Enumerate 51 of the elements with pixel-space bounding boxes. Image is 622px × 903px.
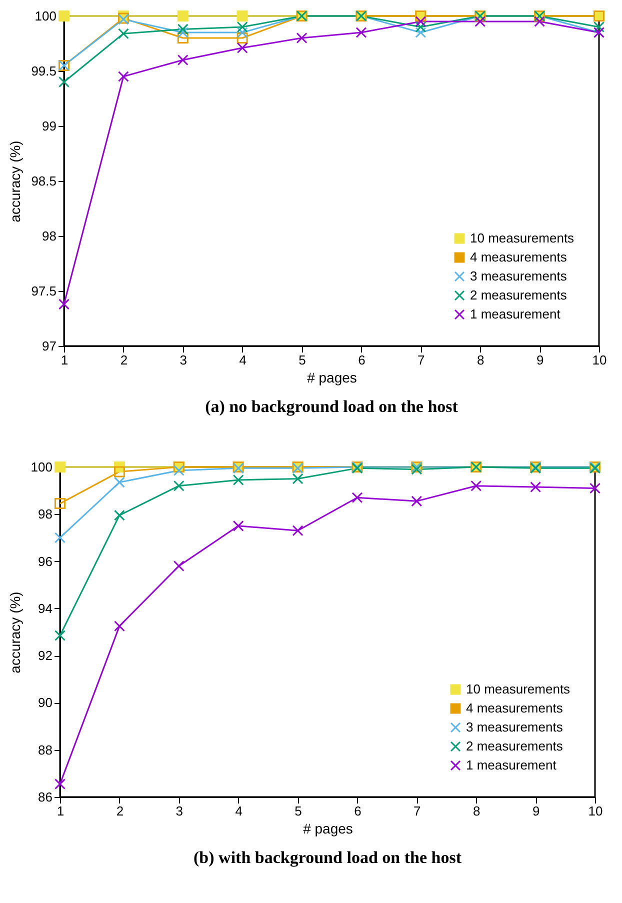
x-tick-label: 6: [358, 352, 366, 368]
y-tick-label: 98: [38, 506, 52, 522]
legend-label: 2 measurements: [466, 738, 564, 754]
legend-label: 3 measurements: [466, 720, 564, 734]
x-tick-label: 9: [536, 352, 544, 368]
y-tick-label: 100: [34, 8, 56, 24]
text: (b) with background load on the host: [194, 848, 462, 867]
x-tick-label: 2: [116, 804, 124, 818]
x-tick-label: 5: [298, 352, 306, 368]
x-axis-title: # pages: [303, 820, 353, 836]
y-tick-label: 86: [38, 790, 52, 804]
y-tick-label: 97: [42, 338, 56, 354]
y-tick-label: 90: [38, 695, 52, 710]
x-tick-label: 4: [239, 352, 246, 368]
x-tick-label: 7: [418, 352, 425, 368]
legend-label: 4 measurements: [466, 700, 564, 716]
x-tick-label: 1: [56, 804, 64, 818]
x-tick-label: 8: [476, 352, 484, 368]
legend-label: 10 measurements: [466, 682, 571, 696]
x-axis-title: # pages: [307, 370, 357, 386]
x-tick-label: 3: [176, 804, 184, 818]
x-tick-label: 10: [592, 352, 607, 368]
y-axis-title: accuracy (%): [7, 140, 24, 222]
y-tick-label: 98.5: [31, 174, 56, 188]
y-axis-title: accuracy (%): [6, 592, 23, 674]
x-tick-label: 3: [180, 352, 188, 368]
x-tick-label: 8: [472, 804, 480, 818]
x-tick-label: 5: [294, 804, 302, 818]
legend-label: 2 measurements: [470, 288, 568, 302]
x-tick-label: 2: [120, 352, 128, 368]
legend-label: 3 measurements: [470, 268, 568, 284]
x-tick-label: 4: [235, 804, 242, 818]
x-tick-label: 7: [414, 804, 421, 818]
x-tick-label: 6: [354, 804, 362, 818]
legend-label: 10 measurements: [470, 230, 575, 246]
x-tick-label: 10: [588, 804, 603, 818]
y-tick-label: 98: [42, 228, 56, 244]
y-tick-label: 97.5: [31, 284, 56, 298]
y-tick-label: 100: [30, 460, 52, 474]
y-tick-label: 99: [42, 118, 56, 134]
text: (a) no background load on the host: [205, 397, 458, 416]
y-tick-label: 99.5: [31, 64, 56, 78]
legend-label: 1 measurement: [466, 758, 557, 772]
y-tick-label: 96: [38, 554, 52, 569]
legend-label: 1 measurement: [470, 306, 561, 322]
x-tick-label: 1: [60, 352, 68, 368]
y-tick-label: 94: [38, 600, 52, 616]
y-tick-label: 92: [38, 648, 52, 664]
legend-label: 4 measurements: [470, 250, 568, 264]
y-tick-label: 88: [38, 742, 52, 758]
x-tick-label: 9: [532, 804, 540, 818]
